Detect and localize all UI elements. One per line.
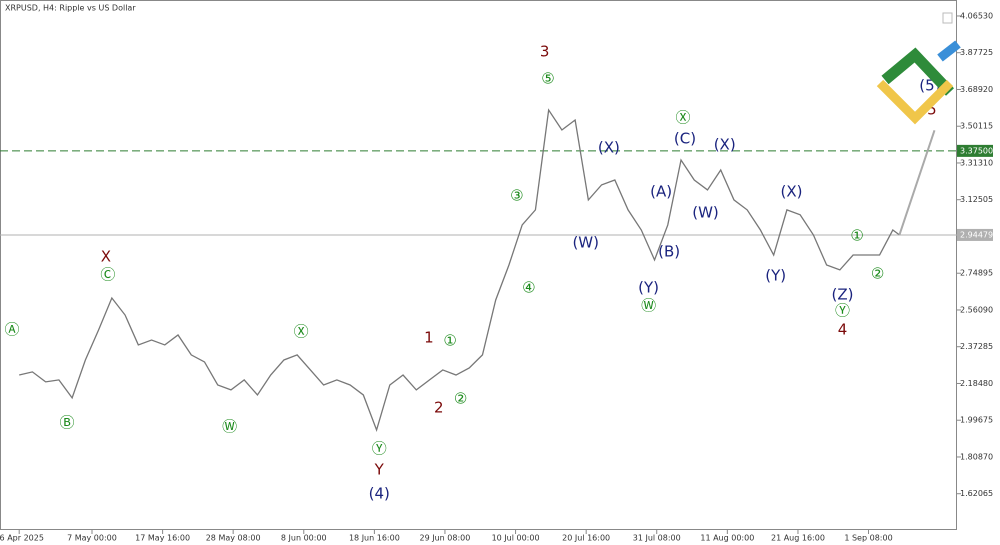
wave-label: (X) [598,138,620,156]
wave-label: ② [871,264,884,282]
x-tick-label: 1 Sep 08:00 [844,534,892,543]
x-tick-label: 8 Jun 00:00 [281,534,327,543]
wave-label: (W) [692,204,719,222]
wave-label: Ⓦ [222,418,237,436]
x-tick-label: 10 Jul 00:00 [492,534,540,543]
wave-label: Ⓦ [641,297,656,315]
wave-label: ① [443,332,456,350]
wave-label: ④ [522,278,535,296]
wave-label: (W) [572,233,599,251]
wave-label: (X) [714,136,736,154]
wave-label: 2 [434,399,444,417]
wave-label: (Y) [765,266,786,284]
wave-label: Ⓨ [835,301,850,319]
wave-label: 5 [927,101,937,119]
wave-label: (B) [658,242,680,260]
wave-label: ③ [510,187,523,205]
wave-label: ② [454,389,467,407]
projection-line [898,130,936,236]
x-tick-label: 26 Apr 2025 [0,534,44,543]
y-tick-label: 2.18480 [960,379,993,388]
wave-label: 4 [838,320,848,338]
x-tick-label: 28 May 08:00 [206,534,261,543]
y-tick-label: 2.56090 [960,305,993,314]
y-tick-label: 3.31310 [960,158,993,167]
price-tag [957,228,993,241]
y-tick-label: 3.68920 [960,85,993,94]
y-tick-label: 4.06530 [960,11,993,20]
x-tick-label: 29 Jun 08:00 [420,534,471,543]
x-tick-label: 17 May 16:00 [135,534,190,543]
y-tick-label: 3.87725 [960,48,993,57]
wave-label: Ⓒ [100,265,115,283]
x-tick-label: 7 May 00:00 [67,534,117,543]
x-tick-label: 18 Jun 16:00 [349,534,400,543]
wave-label: 3 [540,42,550,60]
price-tag-label: 3.37500 [960,146,993,155]
wave-label: ⑤ [541,69,554,87]
x-tick-label: 31 Jul 08:00 [633,534,681,543]
x-tick-label: 11 Aug 00:00 [700,534,754,543]
y-tick-label: 2.37285 [960,342,993,351]
x-tick-label: 21 Aug 16:00 [771,534,825,543]
y-tick-label: 3.12505 [960,195,993,204]
price-tag [957,144,993,157]
chart-title: XRPUSD, H4: Ripple vs US Dollar [5,4,136,13]
wave-label: Ⓧ [675,109,690,127]
price-line-series [19,108,900,432]
x-tick-label: 20 Jul 16:00 [562,534,610,543]
wave-label: (4) [369,484,390,502]
y-tick-label: 3.50115 [960,122,993,131]
wave-label: Y [374,461,385,479]
logo [876,40,961,125]
wave-label: (A) [650,182,672,200]
wave-label: ① [850,226,863,244]
y-tick-label: 1.80870 [960,452,993,461]
wave-label: (Z) [832,285,854,303]
plot-frame [0,0,957,530]
wave-label: 1 [424,328,434,346]
y-tick-label: 1.99675 [960,416,993,425]
wave-label: (C) [674,129,696,147]
wave-label: (X) [781,182,803,200]
wave-label: X [101,247,111,265]
y-tick-label: 2.74895 [960,269,993,278]
price-tag-label: 2.94479 [960,230,993,239]
wave-label: Ⓐ [4,320,19,338]
y-tick-label: 1.62065 [960,489,993,498]
tool-icon[interactable] [942,12,953,24]
wave-label: (Y) [638,278,659,296]
wave-label: Ⓑ [59,413,74,431]
wave-label: Ⓨ [372,439,387,457]
wave-label: Ⓧ [294,323,309,341]
